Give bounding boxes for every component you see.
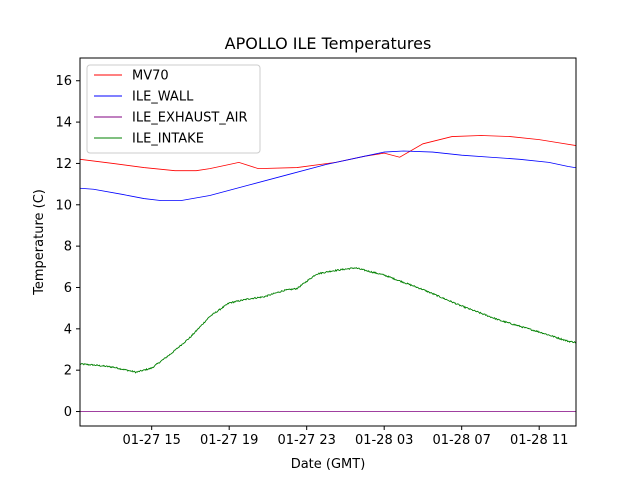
y-tick-label: 2 [64,364,72,379]
x-tick-label: 01-28 07 [432,433,490,448]
series-line-ile-intake [80,267,576,374]
legend-label-ile-exhaust-air: ILE_EXHAUST_AIR [132,111,248,126]
y-tick-label: 4 [64,322,72,337]
legend-box [86,64,261,154]
y-tick-label: 16 [55,74,72,89]
x-tick-label: 01-27 23 [277,433,335,448]
x-tick-label: 01-27 19 [200,433,258,448]
y-tick-label: 14 [55,116,72,131]
y-axis: 0 2 4 6 8 10 12 14 16 [55,74,80,420]
x-axis-label: Date (GMT) [291,457,366,472]
y-tick-label: 10 [55,198,72,213]
legend-label-mv70: MV70 [132,69,169,84]
y-axis-label: Temperature (C) [32,189,47,296]
series-group [80,135,576,412]
legend-label-ile-wall: ILE_WALL [132,90,194,105]
y-tick-label: 12 [55,157,72,172]
chart-title: APOLLO ILE Temperatures [225,34,432,53]
x-tick-label: 01-27 15 [122,433,180,448]
x-tick-label: 01-28 03 [355,433,413,448]
plot-frame [79,57,577,427]
y-tick-label: 6 [64,281,72,296]
y-tick-label: 8 [64,240,72,255]
x-axis: 01-27 15 01-27 19 01-27 23 01-28 03 01-28 07… [122,426,568,448]
series-line-mv70 [80,135,576,172]
x-tick-label: 01-28 11 [510,433,568,448]
legend-label-ile-intake: ILE_INTAKE [132,132,204,147]
series-line-ile-wall [80,150,576,202]
y-tick-label: 0 [64,405,72,420]
legend: MV70 ILE_WALL ILE_EXHAUST_AIR ILE_INTAKE [86,64,261,154]
